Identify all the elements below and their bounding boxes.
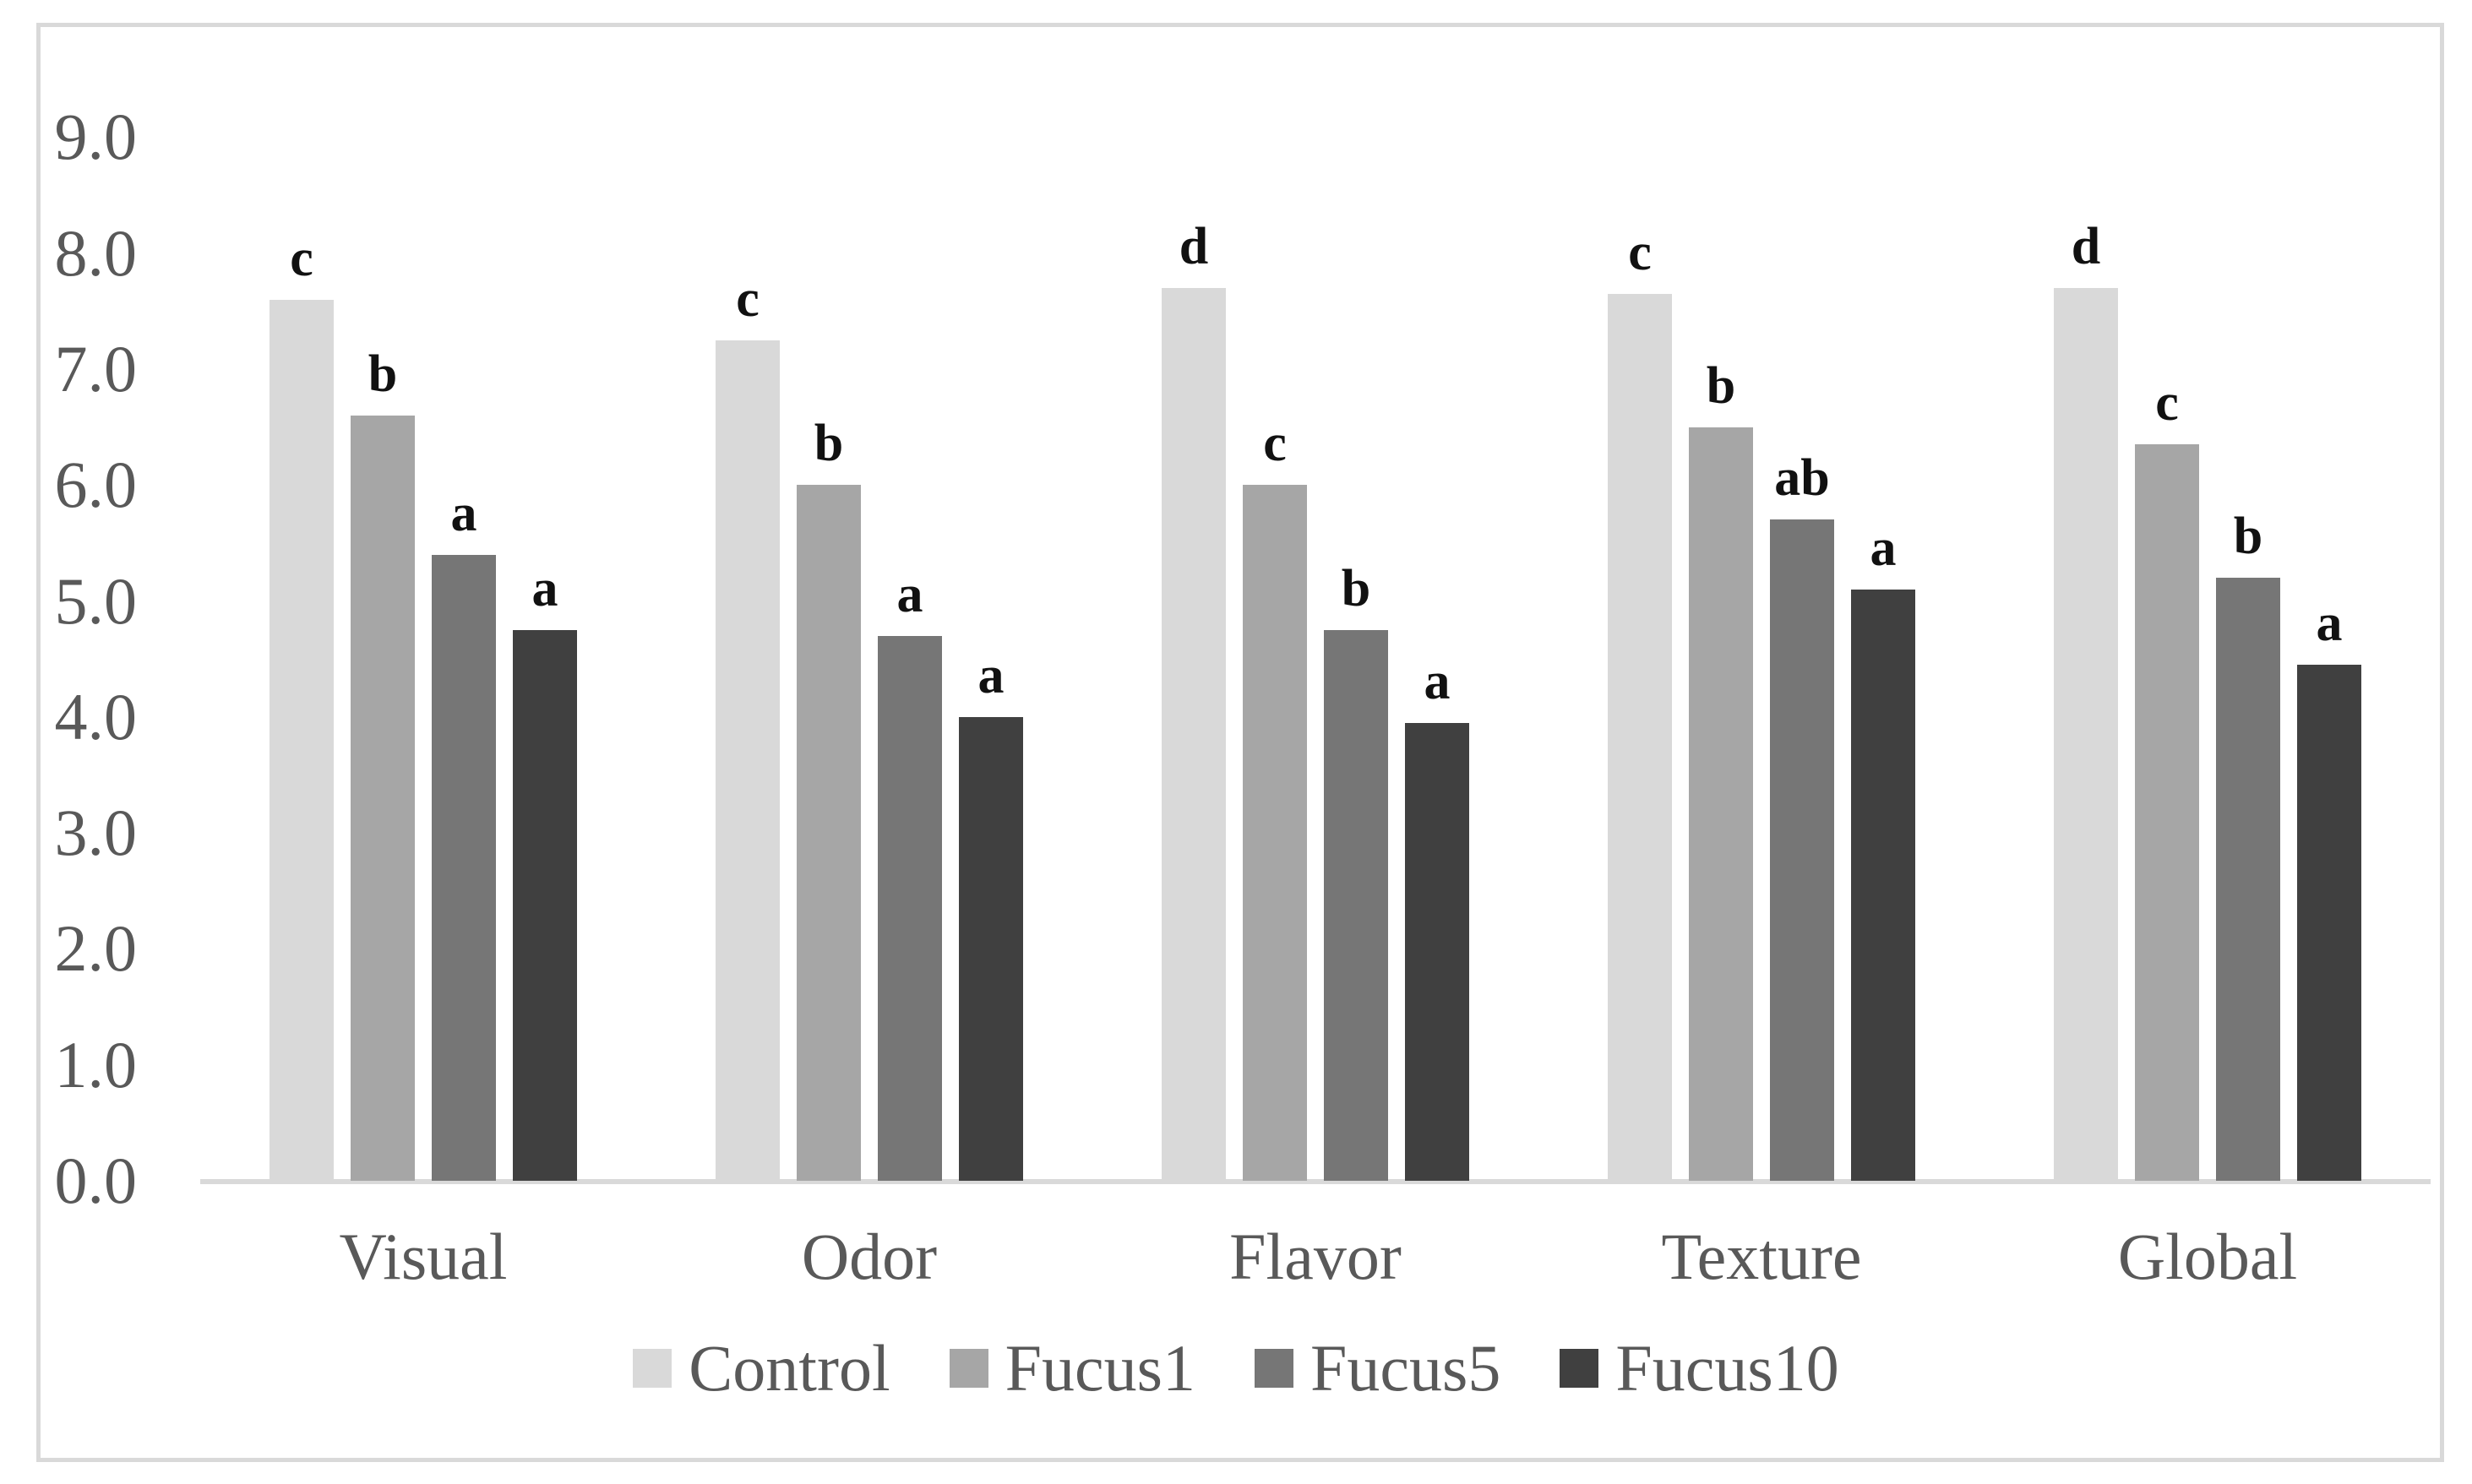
category-label-global: Global <box>2117 1220 2298 1293</box>
significance-letter: c <box>290 229 313 287</box>
legend-swatch-icon <box>1560 1349 1599 1388</box>
y-axis-tick-label: 0.0 <box>54 1144 138 1217</box>
bar-control-flavor <box>1162 287 1226 1181</box>
category-label-visual: Visual <box>339 1220 508 1293</box>
significance-letter: a <box>1424 652 1451 710</box>
significance-letter: b <box>1706 356 1736 415</box>
bar-fucus5-global <box>2216 578 2280 1181</box>
y-axis-tick-label: 4.0 <box>54 679 138 753</box>
y-axis-tick-label: 5.0 <box>54 563 138 638</box>
legend-swatch-icon <box>1254 1349 1293 1388</box>
bar-fucus10-global <box>2297 665 2361 1181</box>
legend-label: Fucus10 <box>1615 1331 1839 1405</box>
bar-fucus5-flavor <box>1324 629 1388 1181</box>
bar-control-global <box>2054 287 2118 1181</box>
category-label-flavor: Flavor <box>1229 1220 1402 1293</box>
bar-control-odor <box>716 340 780 1181</box>
y-axis-tick-label: 8.0 <box>54 215 138 290</box>
bar-fucus10-odor <box>959 716 1023 1181</box>
y-axis-tick-label: 6.0 <box>54 448 138 522</box>
y-axis-tick-label: 3.0 <box>54 796 138 870</box>
legend: Control Fucus1 Fucus5 Fucus10 <box>0 1333 2472 1404</box>
significance-letter: a <box>896 565 923 623</box>
bar-fucus1-visual <box>351 415 415 1181</box>
significance-letter: c <box>2155 374 2179 432</box>
significance-letter: d <box>2071 217 2101 275</box>
significance-letter: d <box>1179 217 1209 275</box>
legend-swatch-icon <box>949 1349 988 1388</box>
bar-fucus1-global <box>2135 444 2199 1181</box>
x-axis-line <box>200 1179 2431 1184</box>
legend-item-fucus1: Fucus1 <box>949 1331 1195 1405</box>
bar-fucus1-odor <box>797 485 861 1181</box>
bar-fucus5-visual <box>432 554 496 1181</box>
bar-fucus5-odor <box>878 635 942 1181</box>
significance-letter: b <box>814 415 844 473</box>
category-label-odor: Odor <box>801 1220 938 1293</box>
significance-letter: a <box>2316 595 2343 652</box>
significance-letter: a <box>977 646 1005 704</box>
significance-letter: c <box>1628 223 1652 281</box>
significance-letter: c <box>1263 415 1287 473</box>
significance-letter: a <box>1870 519 1897 577</box>
significance-letter: ab <box>1774 449 1830 508</box>
legend-item-fucus5: Fucus5 <box>1254 1331 1501 1405</box>
y-axis-tick-label: 1.0 <box>54 1027 138 1101</box>
significance-letter: b <box>1341 559 1371 617</box>
y-axis-tick-label: 2.0 <box>54 911 138 986</box>
bar-fucus1-flavor <box>1243 485 1307 1181</box>
significance-letter: a <box>531 559 558 617</box>
significance-letter: c <box>736 269 760 328</box>
bar-control-visual <box>270 299 334 1181</box>
significance-letter: b <box>368 345 398 403</box>
legend-item-control: Control <box>633 1335 890 1402</box>
y-axis-tick-label: 7.0 <box>54 331 138 405</box>
bar-fucus10-texture <box>1851 589 1915 1181</box>
significance-letter: b <box>2233 508 2263 566</box>
bar-fucus10-flavor <box>1405 722 1469 1181</box>
legend-label: Fucus1 <box>1005 1331 1195 1405</box>
y-axis-tick-label: 9.0 <box>54 100 138 174</box>
significance-letter: a <box>450 484 477 542</box>
bar-control-texture <box>1608 293 1672 1181</box>
bar-fucus5-texture <box>1770 519 1834 1181</box>
legend-label: Fucus5 <box>1310 1331 1501 1405</box>
legend-label: Control <box>689 1331 890 1405</box>
category-label-texture: Texture <box>1661 1220 1862 1293</box>
legend-swatch-icon <box>633 1349 672 1388</box>
bar-fucus10-visual <box>513 629 577 1181</box>
bar-fucus1-texture <box>1689 427 1753 1181</box>
legend-item-fucus10: Fucus10 <box>1560 1331 1839 1405</box>
